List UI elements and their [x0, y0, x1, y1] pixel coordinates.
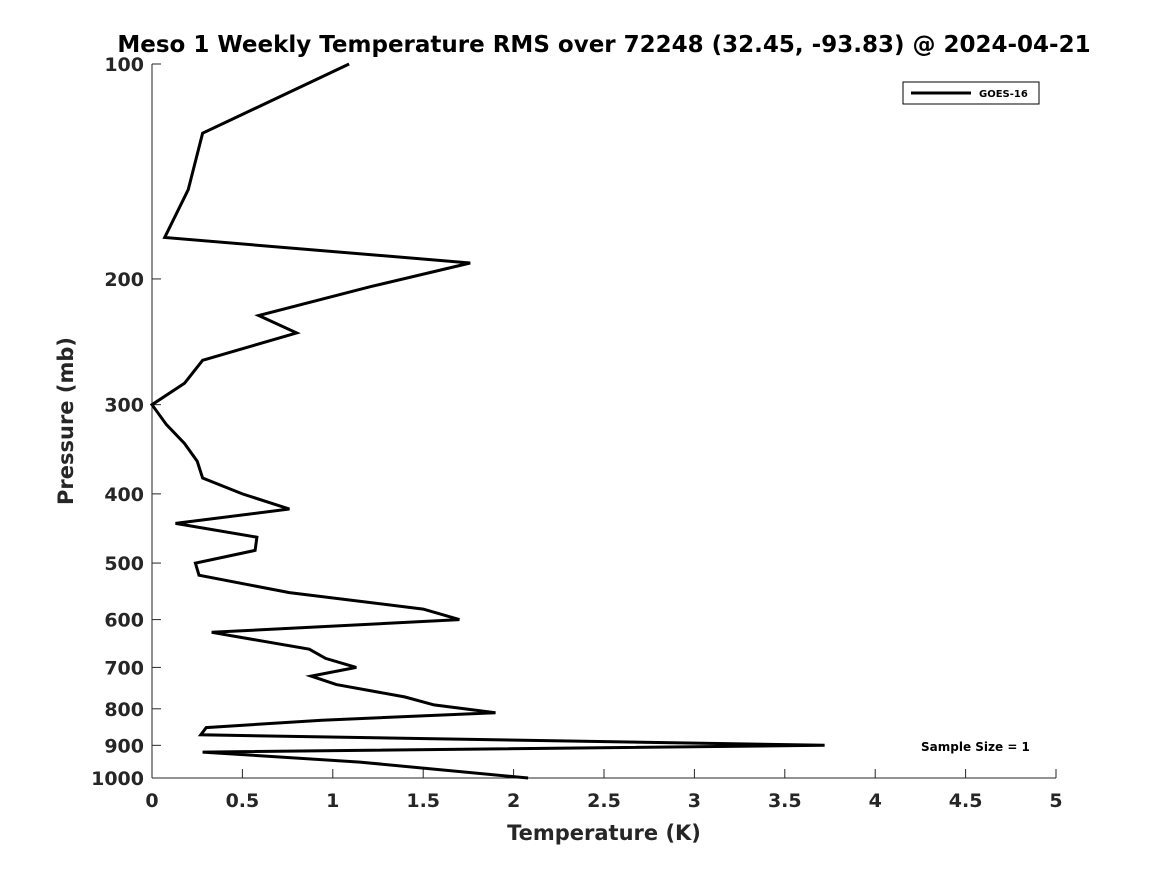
series-line-goes-16	[149, 62, 825, 780]
x-tick-label: 1	[326, 790, 339, 812]
x-tick-label: 2	[507, 790, 520, 812]
x-tick-label: 1.5	[406, 790, 440, 812]
x-tick-label: 4	[869, 790, 882, 812]
x-tick-label: 2.5	[587, 790, 621, 812]
chart-title: Meso 1 Weekly Temperature RMS over 72248…	[117, 32, 1090, 58]
y-tick-label: 700	[104, 657, 144, 679]
x-tick-label: 0.5	[226, 790, 260, 812]
legend: GOES-16	[902, 81, 1040, 105]
x-tick-label: 4.5	[949, 790, 983, 812]
y-tick-label: 800	[104, 699, 144, 721]
legend-label-goes-16: GOES-16	[979, 89, 1028, 100]
y-tick-label: 300	[104, 395, 144, 417]
x-tick-label: 0	[145, 790, 158, 812]
x-tick-label: 3	[688, 790, 701, 812]
y-tick-label: 900	[104, 735, 144, 757]
y-tick-label: 600	[104, 610, 144, 632]
y-tick-label: 500	[104, 553, 144, 575]
y-tick-label: 400	[104, 484, 144, 506]
y-axis-label: Pressure (mb)	[54, 337, 78, 505]
x-tick-label: 5	[1049, 790, 1062, 812]
y-tick-label: 200	[104, 269, 144, 291]
sample-size-annotation: Sample Size = 1	[921, 740, 1030, 754]
x-tick-label: 3.5	[768, 790, 802, 812]
axes: 0 0.5 1 1.5 2 2.5 3 3.5 4 4.5 5 100 200 300 400 500 600 7…	[91, 54, 1063, 812]
x-axis-label: Temperature (K)	[507, 821, 701, 845]
plot-area	[149, 62, 825, 780]
y-tick-label: 1000	[91, 768, 144, 790]
y-tick-label: 100	[104, 54, 144, 76]
